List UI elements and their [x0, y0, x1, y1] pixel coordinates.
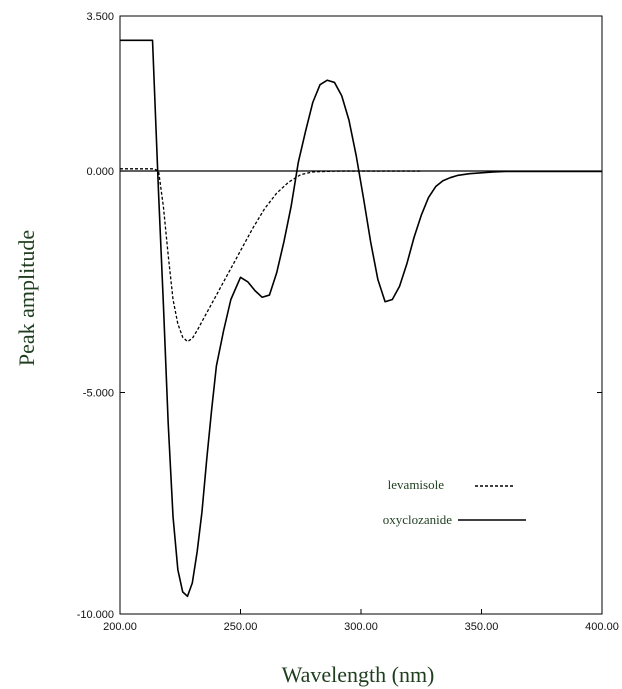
- series-line-oxyclozanide: [120, 39, 602, 598]
- x-axis-title: Wavelength (nm): [282, 662, 435, 687]
- y-tick-label: 3.500: [86, 11, 114, 23]
- x-tick-label: 350.00: [465, 621, 499, 633]
- legend-label-levamisole: levamisole: [388, 477, 445, 492]
- y-tick-label: -5.000: [83, 388, 114, 400]
- series-line-levamisole: [120, 168, 422, 343]
- y-tick-label: 0.000: [86, 166, 114, 178]
- plot-frame: [119, 15, 603, 615]
- x-tick-label: 300.00: [344, 621, 378, 633]
- y-tick-label: -10.000: [77, 609, 114, 621]
- x-tick-label: 400.00: [585, 621, 619, 633]
- x-tick-label: 200.00: [103, 621, 137, 633]
- y-axis-title: Peak amplitude: [14, 230, 39, 366]
- x-tick-label: 250.00: [224, 621, 258, 633]
- legend-label-oxyclozanide: oxyclozanide: [383, 512, 453, 527]
